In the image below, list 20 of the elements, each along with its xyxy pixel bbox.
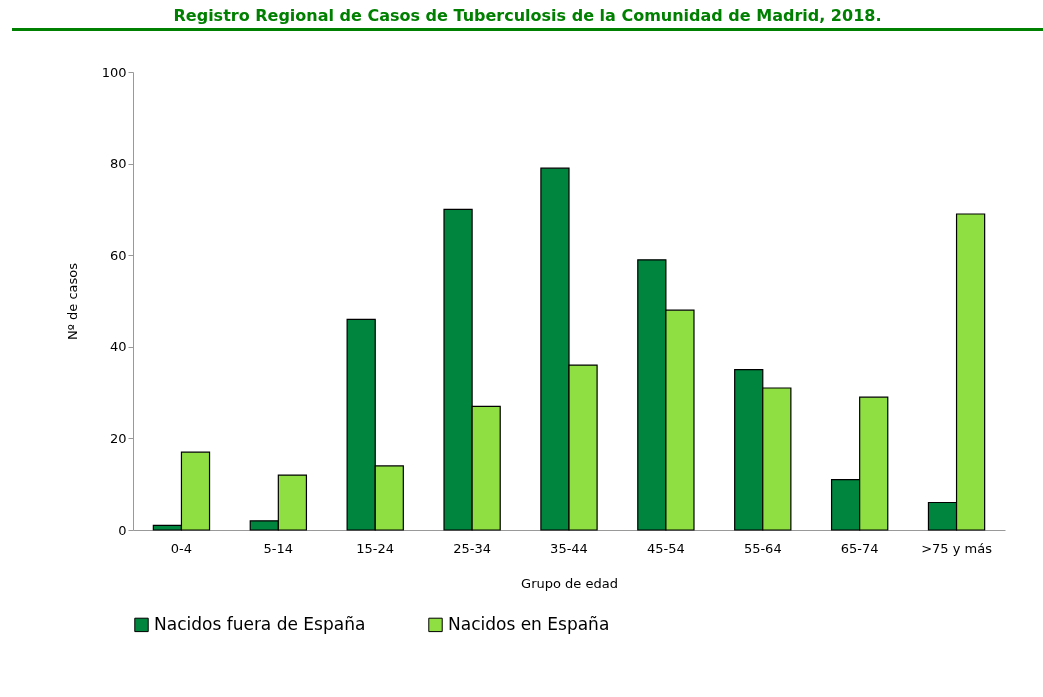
chart-title: Registro Regional de Casos de Tuberculosis de la Comunidad de Madrid, 2018. [12,6,1043,31]
y-tick-label: 80 [109,156,127,172]
y-tick-label: 40 [109,339,127,355]
x-tick-label: 35-44 [550,540,588,556]
legend-label: Nacidos fuera de España [154,613,366,634]
x-tick-label: 15-24 [356,540,395,556]
y-tick-label: 100 [101,64,127,80]
x-tick-label: 45-54 [647,540,685,556]
x-tick-label: >75 y más [921,540,993,556]
y-tick-label: 0 [118,522,127,538]
y-tick-label: 20 [109,430,127,446]
y-tick-label: 60 [109,247,127,263]
x-tick-label: 65-74 [840,540,879,556]
x-tick-label: 25-34 [453,540,491,556]
y-axis-title: Nº de casos [64,262,80,340]
x-tick-label: 55-64 [743,540,782,556]
x-tick-label: 0-4 [170,540,193,556]
x-tick-label: 5-14 [263,540,294,556]
legend-label: Nacidos en España [448,613,610,634]
x-axis-title: Grupo de edad [521,575,618,591]
